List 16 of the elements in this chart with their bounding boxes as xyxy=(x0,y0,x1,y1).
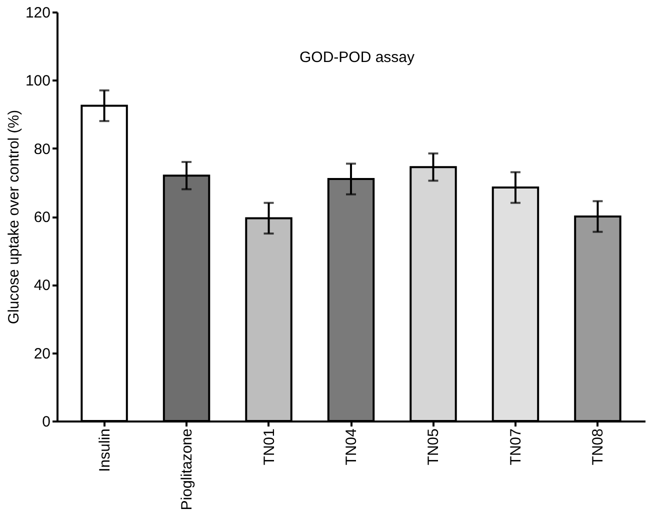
annotation: GOD-POD assay xyxy=(299,49,416,66)
y-tick-label: 20 xyxy=(34,345,50,362)
x-tick-label: TN08 xyxy=(590,428,607,466)
y-tick-label: 80 xyxy=(34,140,50,158)
x-tick-label: TN04 xyxy=(343,428,360,466)
x-tick-label: Pioglitazone xyxy=(178,428,196,510)
y-tick-label: 60 xyxy=(34,209,50,226)
x-tick-label: TN07 xyxy=(507,428,524,466)
y-axis-title: Glucose uptake over control (%) xyxy=(5,110,22,324)
y-tick-label: 40 xyxy=(34,277,50,294)
x-tick-label: TN05 xyxy=(425,428,442,466)
x-tick-label: Insulin xyxy=(96,428,114,472)
x-tick-label: TN01 xyxy=(260,428,278,466)
y-tick-label: 0 xyxy=(42,414,50,430)
y-tick-label: 100 xyxy=(25,72,50,90)
y-tick-label: 120 xyxy=(25,4,50,22)
